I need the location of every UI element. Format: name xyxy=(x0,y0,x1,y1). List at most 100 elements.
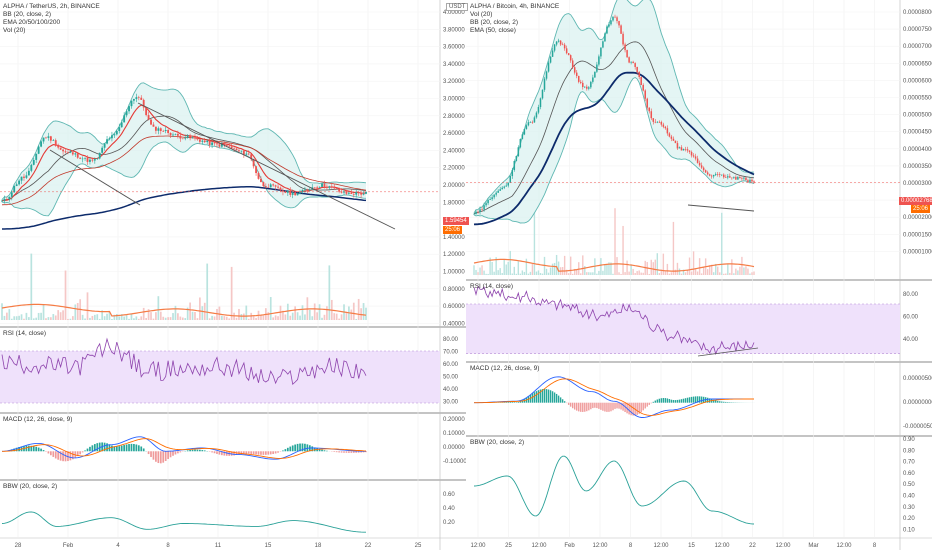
right-macd-hist xyxy=(649,403,650,405)
left-candle xyxy=(162,131,164,132)
right-macd-hist xyxy=(510,402,511,403)
right-volume-bar xyxy=(693,251,694,275)
right-bbw-label: 0.80 xyxy=(903,448,915,454)
right-candle xyxy=(596,65,598,72)
right-candle xyxy=(564,45,566,49)
right-volume-bar xyxy=(733,273,734,275)
left-candle xyxy=(324,184,326,187)
left-volume-bar xyxy=(179,317,181,320)
right-candle xyxy=(687,149,689,150)
left-macd-hist xyxy=(348,451,350,453)
left-candle xyxy=(1,201,3,202)
right-candle xyxy=(578,76,580,82)
left-volume-bar xyxy=(16,316,18,320)
right-candle xyxy=(590,82,592,87)
left-candle xyxy=(338,189,340,192)
left-volume-bar xyxy=(126,315,128,320)
left-candle xyxy=(336,188,338,189)
right-macd-hist xyxy=(691,397,692,403)
right-price-label: 0.00006500 xyxy=(903,61,932,67)
right-volume-bar xyxy=(739,267,740,275)
left-macd-hist xyxy=(40,449,42,452)
right-volume-bar xyxy=(699,258,700,275)
left-candle xyxy=(304,190,306,191)
left-macd-hist xyxy=(260,451,262,455)
right-volume-bar xyxy=(522,270,523,275)
left-volume-bar xyxy=(38,313,40,320)
right-candle xyxy=(588,87,590,88)
left-volume-bar xyxy=(314,303,316,320)
left-macd-hist xyxy=(282,450,284,451)
left-volume-bar xyxy=(89,318,91,320)
left-chart[interactable]: 28 Feb 4 8 11 15 18 22 25 4.00000 3.80000 3.60000 3.… xyxy=(0,0,466,550)
left-candle xyxy=(35,154,37,160)
left-macd-hist xyxy=(353,451,355,453)
right-time-label: 15 xyxy=(688,543,695,549)
right-rsi-band xyxy=(466,304,900,354)
left-volume-bar xyxy=(57,310,59,320)
right-macd-hist xyxy=(645,403,646,409)
right-volume-bar xyxy=(582,255,583,275)
right-candle xyxy=(699,163,701,165)
left-volume-bar xyxy=(243,314,245,320)
right-macd-hist xyxy=(584,403,585,412)
right-volume-bar xyxy=(514,267,515,275)
right-macd-hist xyxy=(560,397,561,402)
left-macd-hist xyxy=(165,451,167,461)
right-candle xyxy=(703,168,705,171)
left-candle xyxy=(135,97,137,99)
right-volume-bar xyxy=(475,270,476,275)
left-volume-bar xyxy=(21,314,23,320)
left-candle xyxy=(319,187,321,188)
left-macd-hist xyxy=(79,451,81,454)
left-macd-label: -0.10000 xyxy=(443,459,466,465)
right-bbw-pane: 0.90 0.80 0.70 0.60 0.50 0.40 0.30 0.20 0.10 xyxy=(474,437,915,533)
left-candle xyxy=(236,149,238,151)
left-time-label: 28 xyxy=(15,543,22,549)
right-volume-bar xyxy=(528,274,529,275)
left-time-label: 8 xyxy=(166,543,170,549)
right-candle xyxy=(540,98,542,107)
left-bbw-label: 0.20 xyxy=(443,520,455,526)
right-bbw-label: 0.60 xyxy=(903,471,915,477)
left-volume-bar xyxy=(221,316,223,320)
right-candle xyxy=(491,197,493,199)
right-macd-line xyxy=(474,377,754,418)
right-volume-bar xyxy=(751,272,752,275)
right-volume-bar xyxy=(540,273,541,275)
right-candle xyxy=(739,177,741,178)
right-candle xyxy=(592,77,594,81)
left-candle xyxy=(101,148,103,153)
right-candle xyxy=(580,82,582,83)
left-rsi-label: 70.00 xyxy=(443,350,459,356)
right-macd-hist xyxy=(596,403,597,408)
left-candle xyxy=(45,138,47,139)
right-candle xyxy=(602,41,604,47)
left-candle xyxy=(258,173,260,179)
left-candle xyxy=(350,193,352,194)
left-volume-bar xyxy=(223,316,225,320)
left-macd-hist xyxy=(167,451,169,459)
right-candle xyxy=(536,113,538,118)
right-volume-bar xyxy=(479,268,480,275)
right-volume-bar xyxy=(671,272,672,275)
left-volume-bar xyxy=(341,314,343,320)
left-candle xyxy=(177,134,179,136)
left-volume-bar xyxy=(74,304,76,320)
right-chart[interactable]: 12:00 25 12:00 Feb 12:00 8 12:00 15 12:00 22 12:00… xyxy=(466,0,932,550)
left-macd-hist xyxy=(285,449,287,451)
right-macd-hist xyxy=(578,403,579,412)
right-macd-hist xyxy=(643,403,644,411)
right-candle xyxy=(628,57,630,62)
left-volume-bar xyxy=(45,318,47,320)
right-macd-hist xyxy=(556,394,557,403)
left-rsi-pane: 80.0070.0060.0050.0040.0030.00 xyxy=(0,337,459,406)
left-macd-hist xyxy=(177,451,179,453)
left-macd-hist xyxy=(82,451,84,452)
left-price-label: 2.00000 xyxy=(443,183,465,189)
left-price-label: 0.80000 xyxy=(443,287,465,293)
right-volume-bar xyxy=(691,272,692,275)
right-candle xyxy=(475,212,477,214)
left-candle xyxy=(309,190,311,191)
left-candle xyxy=(211,143,213,145)
